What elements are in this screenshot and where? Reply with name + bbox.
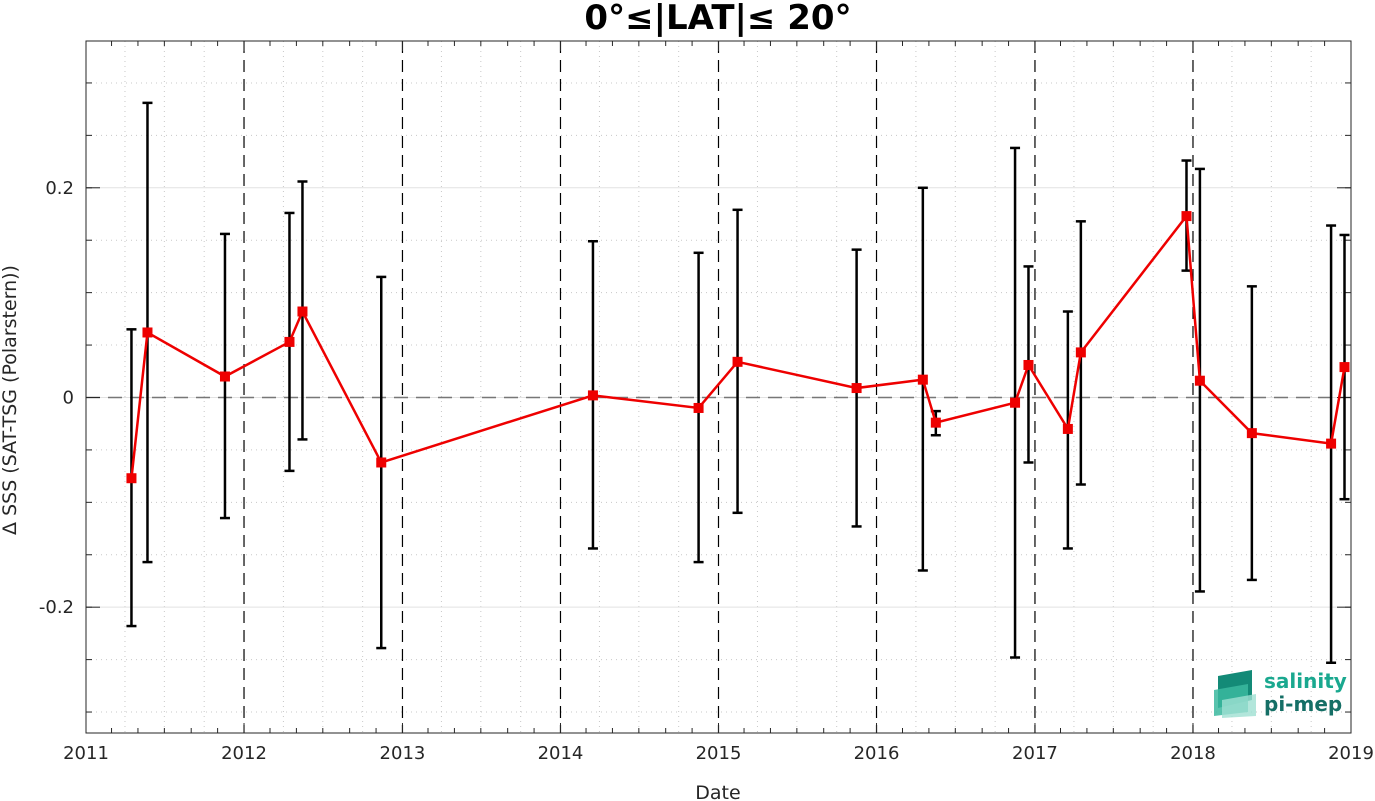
data-point bbox=[297, 306, 308, 317]
data-point bbox=[1075, 347, 1086, 358]
data-point bbox=[1062, 423, 1073, 434]
x-tick-label: 2017 bbox=[1012, 743, 1058, 764]
x-tick-label: 2011 bbox=[63, 743, 109, 764]
data-point bbox=[1246, 428, 1257, 439]
data-point bbox=[693, 402, 704, 413]
data-point bbox=[1023, 359, 1034, 370]
data-point bbox=[1010, 397, 1021, 408]
data-point bbox=[142, 327, 153, 338]
error-bars bbox=[126, 101, 1350, 665]
data-point bbox=[732, 356, 743, 367]
logo-text-line2: pi-mep bbox=[1264, 692, 1342, 716]
x-tick-labels: 2011 2012 2013 2014 2015 2016 2017 2018 2019 bbox=[63, 743, 1374, 764]
data-point bbox=[917, 374, 928, 385]
logo-text-line1: salinity bbox=[1264, 669, 1347, 693]
x-axis-label: Date bbox=[695, 782, 740, 801]
x-tick-label: 2015 bbox=[696, 743, 742, 764]
data-point bbox=[284, 336, 295, 347]
data-point bbox=[1194, 375, 1205, 386]
data-point bbox=[126, 473, 137, 484]
x-tick-label: 2018 bbox=[1170, 743, 1216, 764]
salinity-pimep-logo: salinity pi-mep bbox=[1214, 669, 1347, 718]
data-point bbox=[851, 383, 862, 394]
x-tick-label: 2012 bbox=[221, 743, 267, 764]
data-point bbox=[1181, 211, 1192, 222]
data-point bbox=[219, 371, 230, 382]
year-boundaries bbox=[243, 41, 1194, 733]
series-markers bbox=[126, 211, 1350, 484]
x-tick-label: 2016 bbox=[854, 743, 900, 764]
y-tick-label: -0.2 bbox=[39, 597, 74, 618]
x-tick-label: 2014 bbox=[538, 743, 584, 764]
x-tick-label: 2013 bbox=[380, 743, 426, 764]
grid-minor bbox=[86, 41, 1351, 733]
y-axis-label: Δ SSS (SAT-TSG (Polarstern)) bbox=[0, 265, 21, 535]
data-point bbox=[1326, 438, 1337, 449]
chart-title: 0°≤|LAT|≤ 20° bbox=[584, 0, 851, 38]
data-point bbox=[587, 390, 598, 401]
y-tick-label: 0 bbox=[63, 387, 74, 408]
data-point bbox=[1339, 362, 1350, 373]
x-tick-label: 2019 bbox=[1328, 743, 1374, 764]
data-point bbox=[376, 457, 387, 468]
y-tick-labels: -0.2 0 0.2 bbox=[39, 178, 74, 618]
data-point bbox=[930, 417, 941, 428]
y-tick-label: 0.2 bbox=[45, 178, 74, 199]
logo-mark-icon bbox=[1214, 670, 1256, 718]
